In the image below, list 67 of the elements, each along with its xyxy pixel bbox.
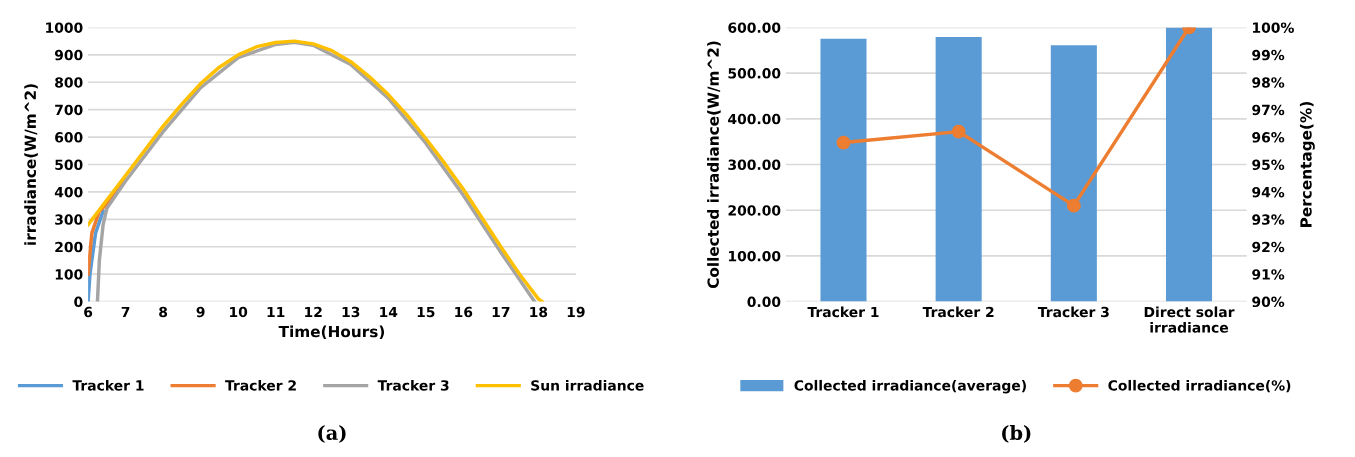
y-tick-label: 700 — [55, 104, 83, 116]
y-tick-label: 800 — [55, 77, 83, 88]
legend-label: Tracker 2 — [225, 379, 296, 391]
y-tick-label: 200 — [55, 241, 83, 253]
x-tick-label: 16 — [455, 306, 473, 318]
x-tick-label: 10 — [230, 306, 248, 318]
text: (b) — [1002, 425, 1031, 443]
y-tick-label: 300 — [55, 214, 83, 225]
y2-tick-label: 91% — [1252, 269, 1285, 280]
x-tick-label: Direct solar irradiance — [1144, 306, 1235, 333]
y2-tick-label: 90% — [1252, 296, 1285, 308]
x-tick-label: 15 — [417, 306, 435, 318]
x-tick-label: 17 — [492, 306, 510, 318]
y-tick-label: 500 — [55, 159, 83, 170]
x-tick-label: 8 — [159, 306, 168, 318]
bar — [1165, 27, 1213, 302]
y-tick-label: 400.00 — [728, 113, 781, 125]
y-axis-title: irradiance(W/m^2) — [24, 84, 38, 245]
y-tick-label: 500.00 — [728, 68, 781, 79]
x-tick-label: 9 — [196, 306, 205, 318]
x-tick-label: 12 — [305, 306, 322, 318]
line-series — [88, 209, 105, 302]
x-tick-label: 19 — [567, 306, 585, 318]
legend-label: Collected irradiance(average) — [794, 379, 1026, 394]
point — [1066, 198, 1081, 213]
legend-label: Tracker 3 — [377, 379, 449, 391]
bar — [935, 37, 982, 302]
x-tick-label: Tracker 2 — [922, 306, 994, 318]
x-tick-label: 7 — [121, 306, 130, 318]
y-axis-title: Collected irradiance(W/m^2) — [707, 41, 721, 289]
y-tick-label: 100 — [55, 269, 83, 280]
y-tick-label: 900 — [54, 49, 83, 61]
y2-tick-label: 98% — [1252, 77, 1285, 88]
y-tick-label: 400 — [54, 186, 83, 198]
y2-tick-label: 97% — [1252, 104, 1285, 116]
y2-tick-label: 96% — [1252, 132, 1285, 143]
y-tick-label: 300.00 — [728, 159, 781, 170]
y2-tick-label: 94% — [1252, 186, 1285, 198]
legend-label: Tracker 1 — [72, 379, 144, 391]
y2-tick-label: 92% — [1252, 241, 1285, 253]
y2-tick-label: 99% — [1252, 49, 1285, 61]
x-tick-label: Tracker 3 — [1037, 306, 1109, 318]
point — [836, 135, 851, 150]
y2-tick-label: 93% — [1252, 214, 1285, 225]
y2-axis-title: Percentage(%) — [1299, 102, 1315, 227]
bar — [820, 38, 867, 302]
x-tick-label: 14 — [380, 306, 398, 318]
y-tick-label: 200.00 — [728, 205, 781, 216]
y-tick-label: 1000 — [46, 22, 83, 33]
legend-label: Collected irradiance(%) — [1108, 379, 1291, 393]
legend-label: Sun irradiance — [531, 379, 644, 391]
x-tick-label: 11 — [267, 306, 285, 318]
x-tick-label: Tracker 1 — [807, 306, 879, 318]
x-tick-label: 6 — [84, 306, 93, 318]
x-tick-label: 18 — [530, 306, 548, 318]
y-tick-label: 100.00 — [729, 250, 781, 262]
y-tick-label: 0.00 — [747, 296, 781, 308]
y-tick-label: 600.00 — [728, 22, 781, 33]
y2-tick-label: 95% — [1252, 159, 1285, 170]
x-tick-label: 13 — [342, 306, 360, 318]
text: (a) — [318, 425, 346, 443]
point — [951, 124, 966, 139]
y-tick-label: 0 — [74, 296, 83, 308]
x-axis-title: Time(Hours) — [278, 325, 385, 340]
y-tick-label: 600 — [55, 132, 83, 143]
y2-tick-label: 100% — [1253, 22, 1294, 33]
bar — [1050, 45, 1097, 302]
